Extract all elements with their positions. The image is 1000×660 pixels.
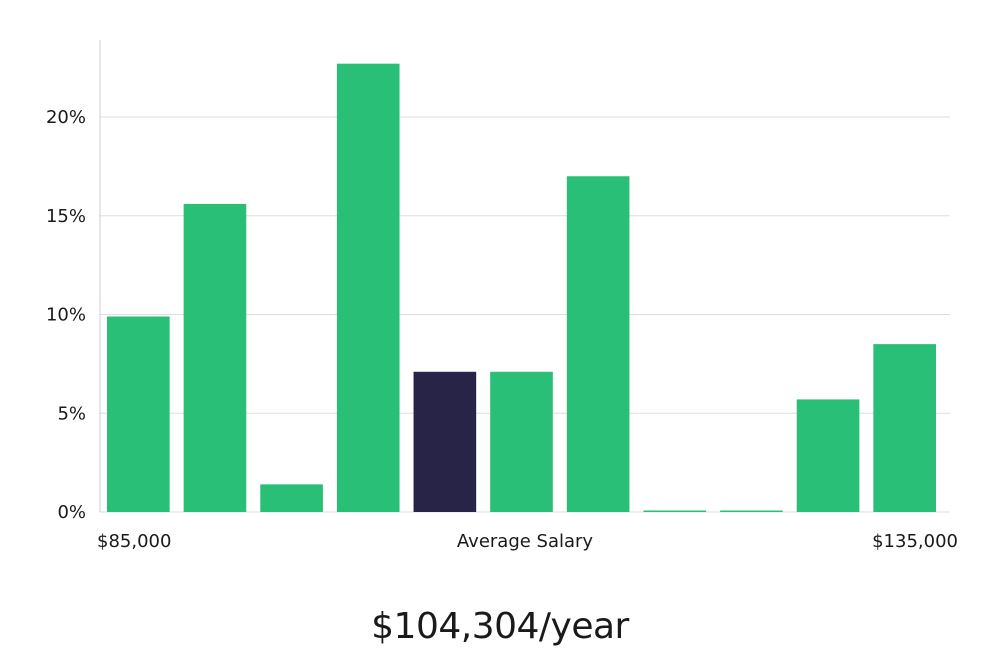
y-tick-label: 10% xyxy=(46,305,86,326)
bar xyxy=(490,371,553,512)
y-tick-label: 5% xyxy=(57,403,86,424)
bar xyxy=(183,203,247,512)
salary-distribution-chart: 0% 5% 10% 15% 20% $85,000 Average Salary $13… xyxy=(46,40,958,552)
bar-highlighted xyxy=(413,371,477,512)
x-label-center: Average Salary xyxy=(457,531,594,552)
bar xyxy=(720,510,783,512)
bar xyxy=(107,316,170,512)
average-salary-value: $104,304/year xyxy=(371,606,629,647)
bar xyxy=(643,510,707,512)
x-label-min: $85,000 xyxy=(97,531,171,552)
bar xyxy=(566,176,630,512)
bar xyxy=(796,399,860,512)
y-tick-label: 0% xyxy=(57,502,86,523)
bar xyxy=(873,344,936,512)
y-tick-label: 15% xyxy=(46,206,86,227)
bar xyxy=(260,484,323,512)
y-tick-label: 20% xyxy=(46,107,86,128)
bar xyxy=(336,63,400,513)
x-label-max: $135,000 xyxy=(872,531,958,552)
bars xyxy=(107,63,936,513)
y-tick-labels: 0% 5% 10% 15% 20% xyxy=(46,107,86,523)
